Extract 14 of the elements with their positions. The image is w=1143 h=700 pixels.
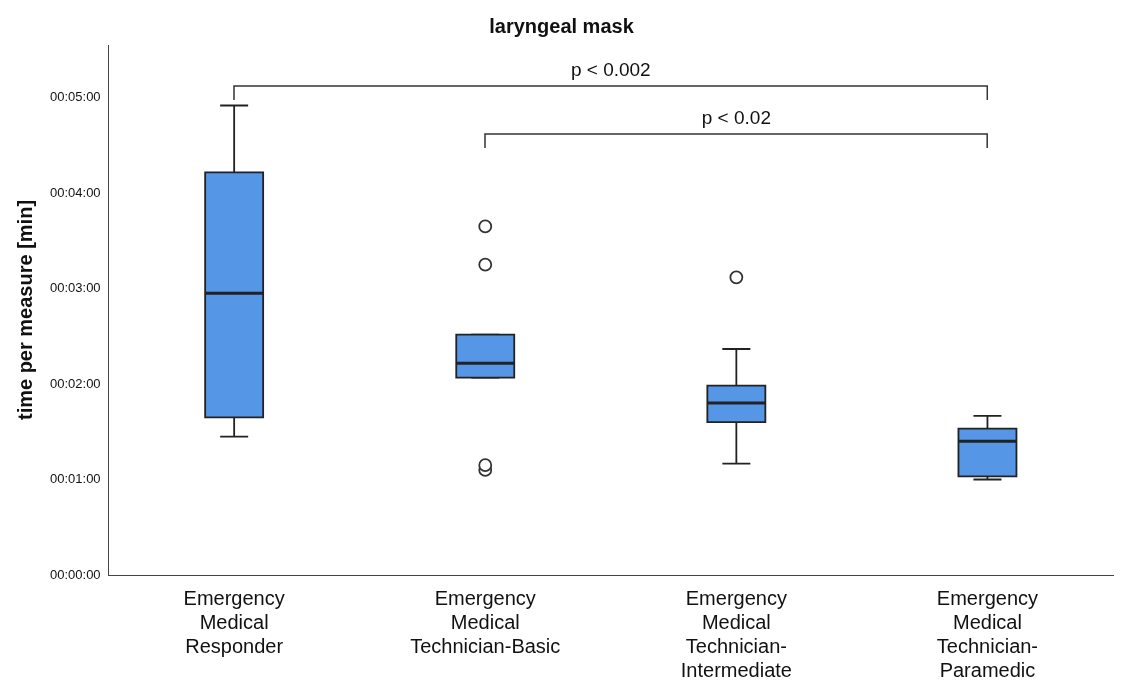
annotation: p < 0.002	[570, 59, 651, 81]
y-tick-label: 00:01:00	[49, 471, 101, 487]
y-tick-label: 00:02:00	[49, 375, 101, 391]
x-tick-label: Emergency Medical Technician-Intermediate	[680, 586, 792, 681]
chart-title: laryngeal mask	[489, 14, 635, 37]
y-axis-title: time per measure [min]	[13, 199, 36, 421]
annotation: p < 0.02	[701, 107, 771, 129]
x-tick-label: Emergency Medical Responder	[183, 586, 285, 657]
x-tick-label: Emergency Medical Technician-Basic	[410, 586, 561, 657]
y-tick-label: 00:03:00	[49, 280, 101, 296]
y-tick-label: 00:04:00	[49, 184, 101, 200]
y-tick-label: 00:00:00	[49, 566, 101, 582]
y-tick-label: 00:05:00	[49, 89, 101, 105]
x-tick-label: Emergency Medical Technician-Paramedic	[936, 586, 1039, 681]
